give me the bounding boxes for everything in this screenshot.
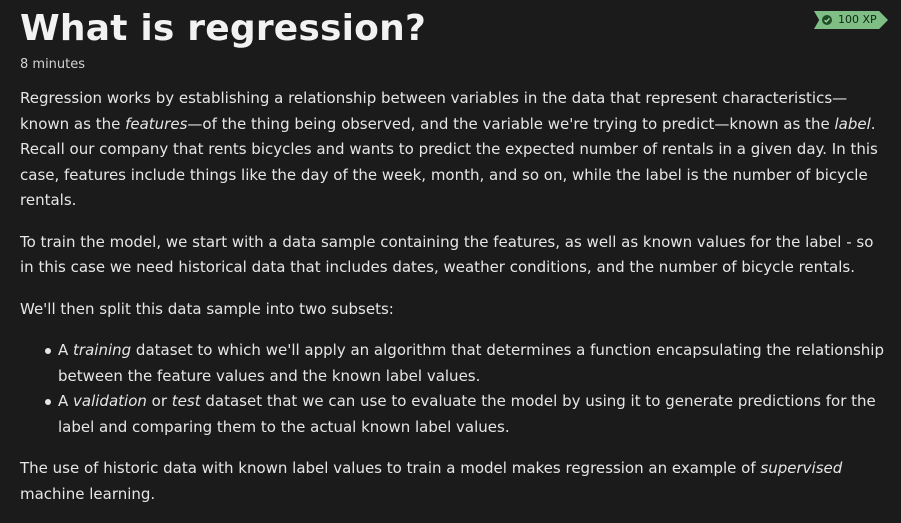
emphasis-features: features xyxy=(125,114,188,133)
page-title: What is regression? xyxy=(20,8,427,49)
text-segment: dataset to which we'll apply an algorith… xyxy=(58,341,884,385)
text-segment: . Recall our company that rents bicycles… xyxy=(20,114,878,210)
text-segment: A xyxy=(58,392,74,410)
text-segment: or xyxy=(146,392,172,410)
emphasis-supervised: supervised xyxy=(760,459,843,477)
paragraph-split: We'll then split this data sample into t… xyxy=(20,299,394,318)
emphasis-test: test xyxy=(171,392,201,410)
check-icon xyxy=(822,15,832,25)
text-segment: machine learning. xyxy=(20,484,156,503)
text-segment: A xyxy=(58,341,74,359)
text-segment: —of the thing being observed, and the va… xyxy=(187,114,835,133)
text-segment: dataset that we can use to evaluate the … xyxy=(58,392,876,436)
emphasis-validation: validation xyxy=(73,392,147,410)
emphasis-label: label xyxy=(834,114,871,133)
xp-label: 100 XP xyxy=(838,13,877,26)
emphasis-training: training xyxy=(73,341,132,359)
article: What is regression? 8 minutes Regression… xyxy=(20,0,885,523)
paragraph-supervised: The use of historic data with known labe… xyxy=(20,456,885,507)
article-content: Regression works by establishing a relat… xyxy=(20,86,885,507)
subset-list: A training dataset to which we'll apply … xyxy=(20,338,885,440)
paragraph-training-data: To train the model, we start with a data… xyxy=(20,232,874,277)
paragraph-features: Regression works by establishing a relat… xyxy=(20,86,885,214)
xp-badge: 100 XP xyxy=(814,11,888,29)
duration-label: 8 minutes xyxy=(20,57,86,72)
list-item: A training dataset to which we'll apply … xyxy=(45,338,885,389)
text-segment: The use of historic data with known labe… xyxy=(20,459,761,477)
list-item: A validation or test dataset that we can… xyxy=(45,389,885,440)
text-segment: Regression works by establishing a relat… xyxy=(20,89,848,133)
